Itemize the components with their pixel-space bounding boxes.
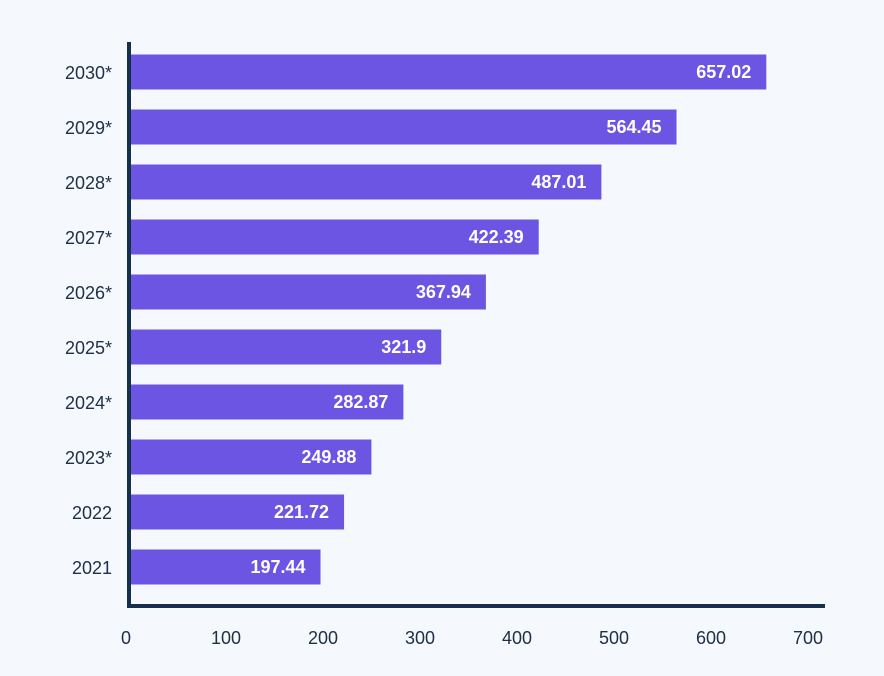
- x-tick-label: 600: [696, 628, 726, 648]
- bar-2030-projected: [129, 54, 767, 90]
- ticks-layer: 0 100 200 300 400 500 600 700: [121, 628, 823, 648]
- category-label: 2026*: [65, 283, 112, 303]
- bar-value-label: 657.02: [696, 62, 751, 82]
- category-label: 2022: [72, 503, 112, 523]
- category-label: 2021: [72, 558, 112, 578]
- bar-value-label: 422.39: [469, 227, 524, 247]
- x-tick-label: 200: [308, 628, 338, 648]
- bar-2026-projected: [129, 274, 486, 310]
- x-tick-label: 300: [405, 628, 435, 648]
- x-tick-label: 400: [502, 628, 532, 648]
- bar-2022: [129, 494, 345, 530]
- bar-2021: [129, 549, 321, 585]
- bar-2024-projected: [129, 384, 404, 420]
- bar-value-label: 282.87: [333, 392, 388, 412]
- axes-layer: [127, 42, 825, 608]
- bar-value-label: 487.01: [531, 172, 586, 192]
- x-tick-label: 100: [211, 628, 241, 648]
- x-tick-label: 500: [599, 628, 629, 648]
- bar-2028-projected: [129, 164, 602, 200]
- bar-value-label: 321.9: [381, 337, 426, 357]
- bar-value-label: 564.45: [606, 117, 661, 137]
- category-label: 2024*: [65, 393, 112, 413]
- bars-layer: [129, 54, 767, 585]
- bar-2025-projected: [129, 329, 442, 365]
- x-tick-label: 700: [793, 628, 823, 648]
- bar-2029-projected: [129, 109, 677, 145]
- category-label: 2028*: [65, 173, 112, 193]
- bar-value-label: 221.72: [274, 502, 329, 522]
- bar-2023-projected: [129, 439, 372, 475]
- category-label: 2027*: [65, 228, 112, 248]
- bar-2027-projected: [129, 219, 539, 255]
- category-label: 2029*: [65, 118, 112, 138]
- x-tick-label: 0: [121, 628, 131, 648]
- bar-value-label: 367.94: [416, 282, 471, 302]
- bar-value-label: 249.88: [301, 447, 356, 467]
- category-label: 2023*: [65, 448, 112, 468]
- category-label: 2030*: [65, 63, 112, 83]
- category-label: 2025*: [65, 338, 112, 358]
- bar-value-label: 197.44: [250, 557, 305, 577]
- labels-layer: 657.02 2030* 564.45 2029* 487.01 2028* 422.39 2…: [65, 62, 751, 578]
